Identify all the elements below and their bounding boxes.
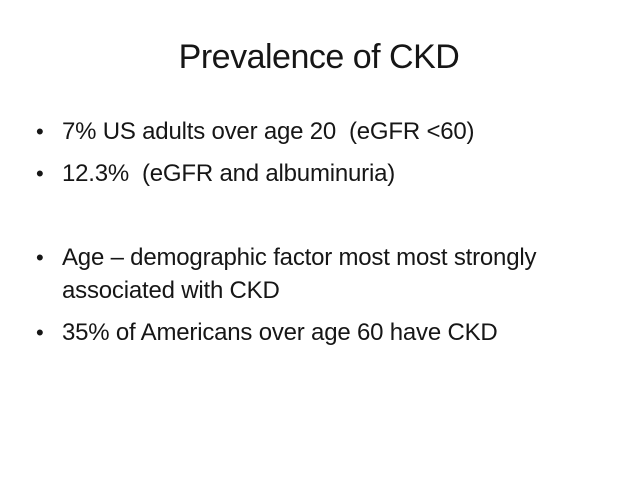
- bullet-dot-icon: •: [36, 119, 44, 144]
- blank-line-spacer: [36, 199, 626, 241]
- bullet-item: • 7% US adults over age 20 (eGFR <60): [36, 115, 626, 148]
- slide-title: Prevalence of CKD: [178, 38, 460, 76]
- bullet-text: 7% US adults over age 20 (eGFR <60): [62, 118, 475, 145]
- bullet-dot-icon: •: [36, 245, 44, 270]
- bullet-dot-icon: •: [36, 320, 44, 345]
- bullet-text: 35% of Americans over age 60 have CKD: [62, 319, 498, 346]
- bullet-item: • 12.3% (eGFR and albuminuria): [36, 157, 626, 190]
- bullet-item: • Age – demographic factor most most str…: [36, 241, 626, 307]
- bullet-item: • 35% of Americans over age 60 have CKD: [36, 316, 626, 349]
- bullet-text: 12.3% (eGFR and albuminuria): [62, 160, 396, 187]
- bullet-dot-icon: •: [36, 161, 44, 186]
- bullet-list: • 7% US adults over age 20 (eGFR <60) • …: [0, 115, 638, 349]
- bullet-text: Age – demographic factor most most stron…: [62, 244, 543, 304]
